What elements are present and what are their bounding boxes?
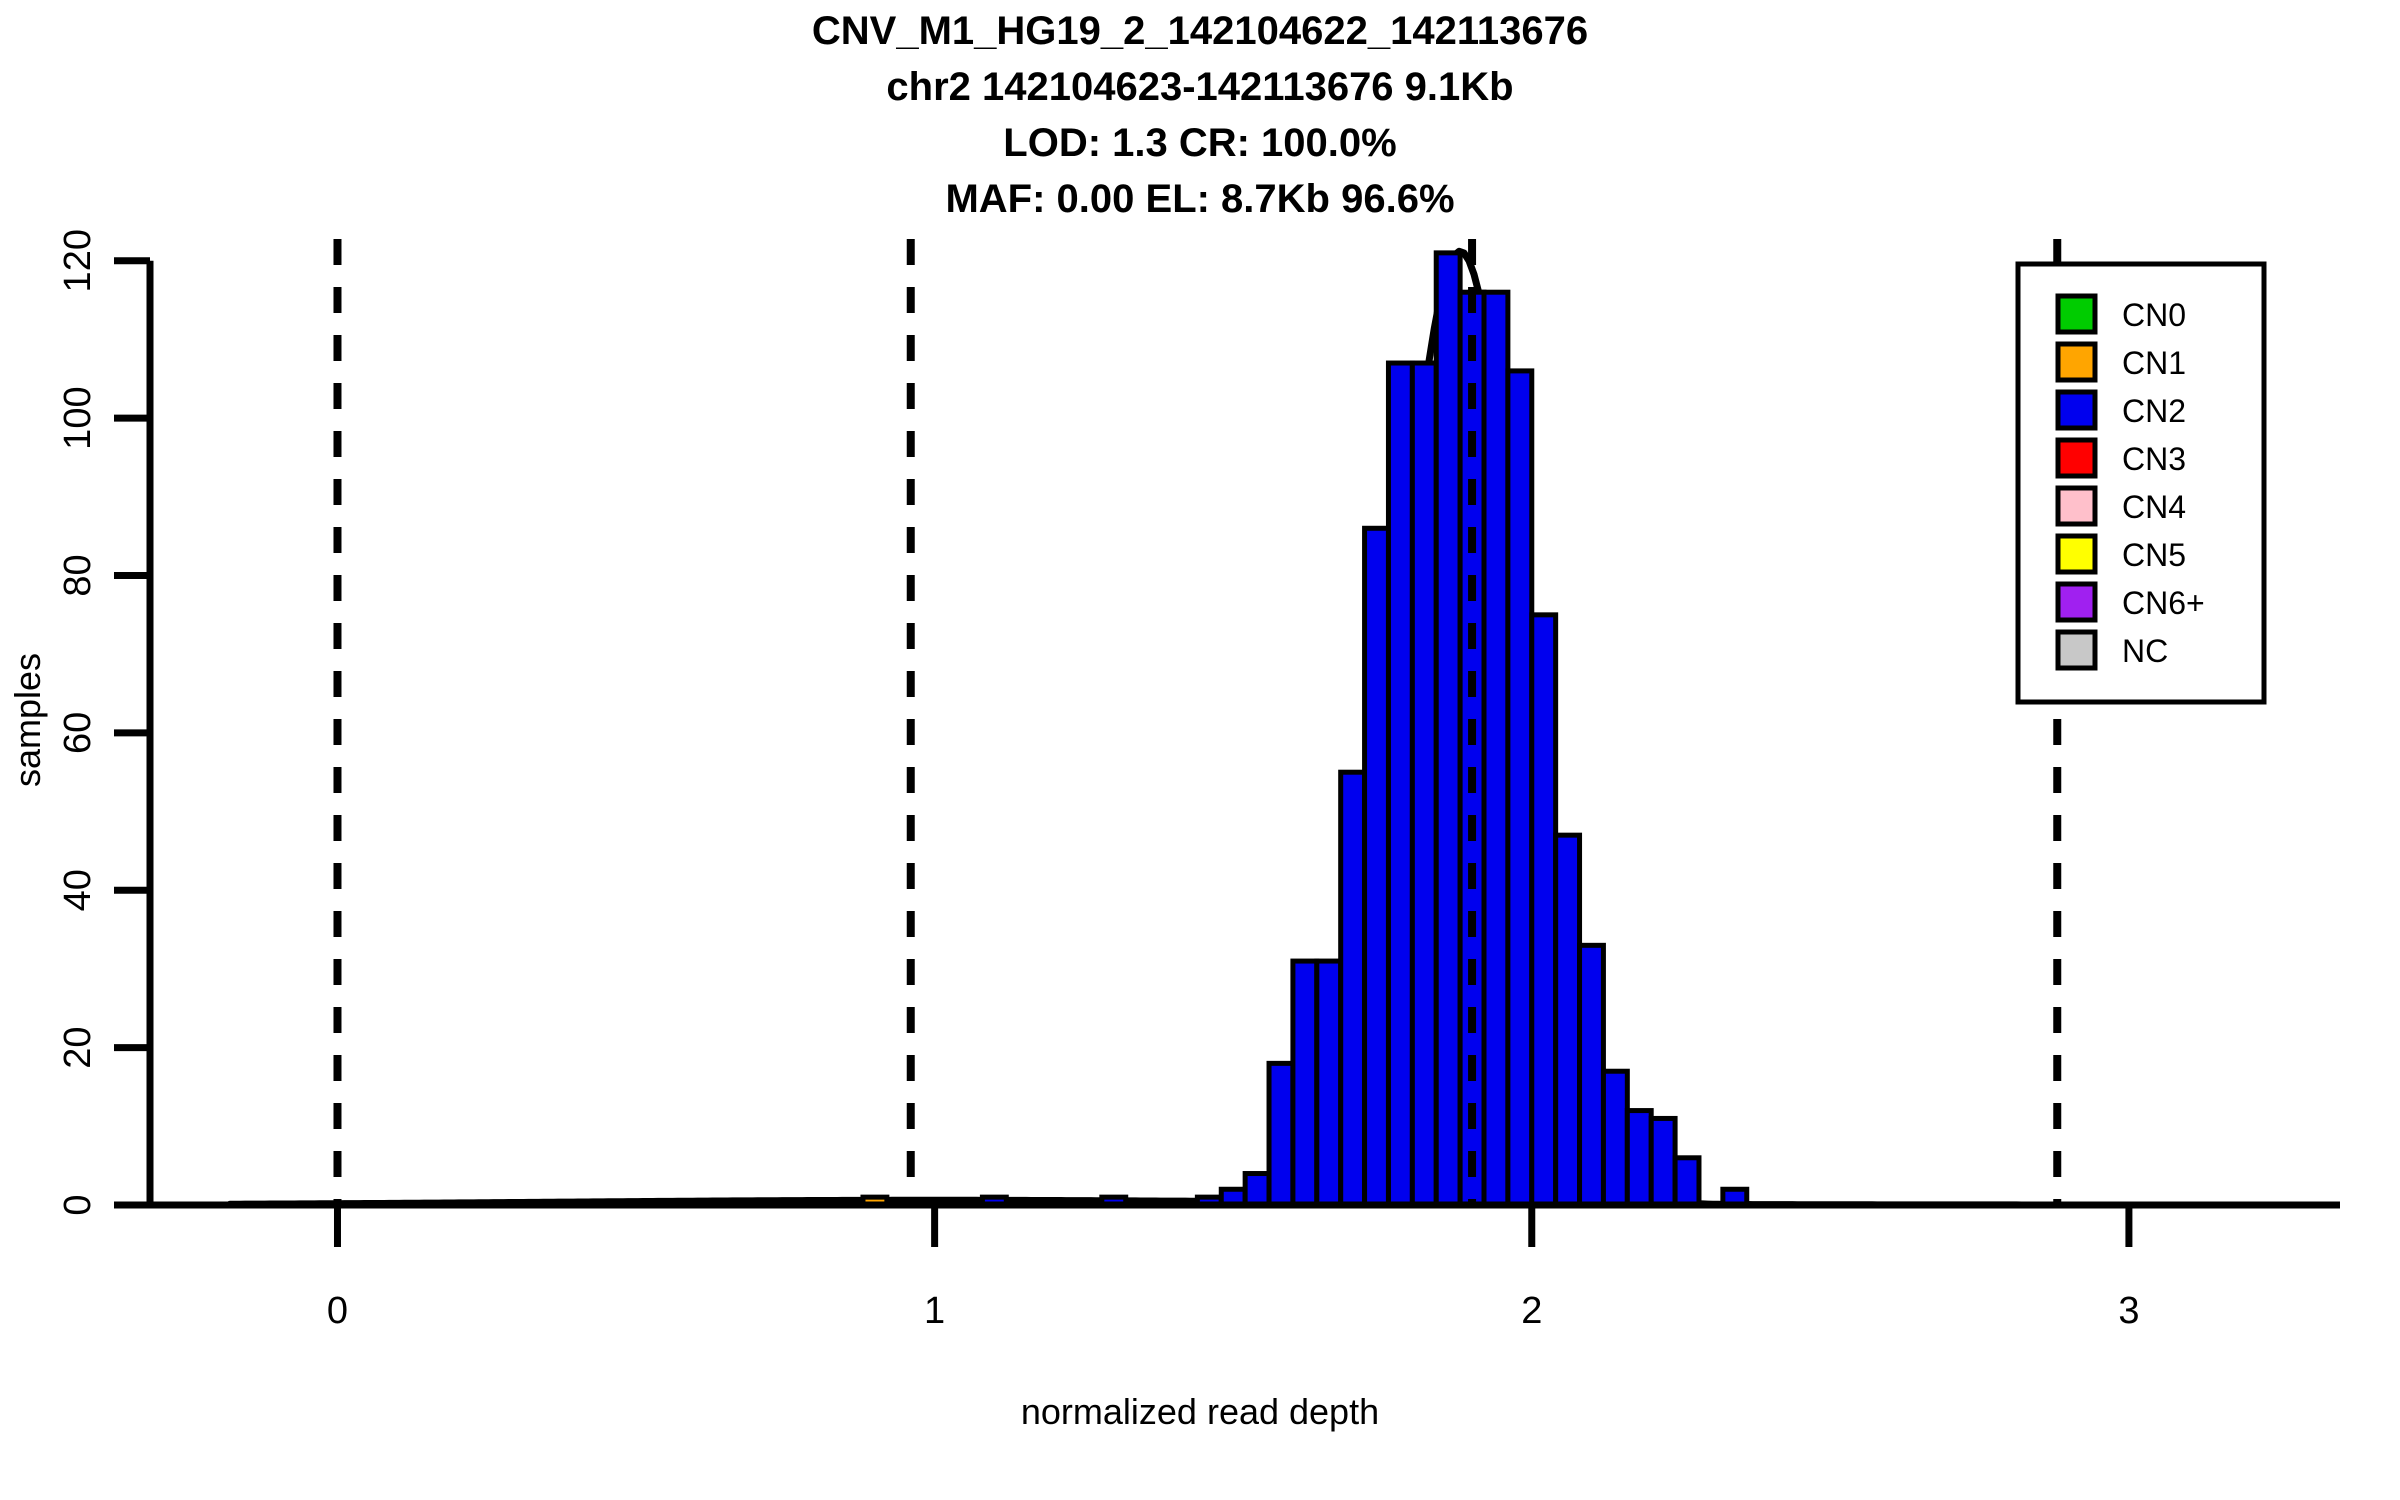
legend-swatch-cn0: [2055, 293, 2098, 335]
legend-swatch-cn5: [2055, 533, 2098, 575]
legend-swatch-cn6plus: [2055, 581, 2098, 623]
histogram-bar: [1553, 832, 1583, 1208]
histogram-bar: [1577, 942, 1606, 1208]
legend-label-cn0: CN0: [2122, 297, 2186, 333]
histogram-bar: [1433, 250, 1463, 1208]
y-axis-tick-label: 100: [57, 386, 99, 449]
histogram-bar: [1648, 1115, 1678, 1208]
y-axis-tick-label: 0: [57, 1194, 99, 1215]
legend-swatch-cn3: [2055, 437, 2098, 479]
histogram-bar: [1672, 1155, 1702, 1208]
legend-label-cn3: CN3: [2122, 441, 2186, 477]
legend-swatch-cn1: [2055, 341, 2098, 383]
chart-title-line-4: MAF: 0.00 EL: 8.7Kb 96.6%: [945, 177, 1454, 221]
x-axis-tick-label: 3: [2118, 1290, 2139, 1332]
legend-box: [2015, 261, 2267, 705]
legend-label-cn5: CN5: [2122, 537, 2186, 573]
x-axis-label: normalized read depth: [1021, 1391, 1379, 1432]
histogram-bar: [1242, 1171, 1272, 1208]
histogram-bar: [1481, 289, 1511, 1208]
histogram-bar: [1362, 525, 1391, 1208]
y-axis-tick-label: 120: [57, 229, 99, 292]
chart-title-line-2: chr2 142104623-142113676 9.1Kb: [886, 65, 1513, 109]
histogram-bar: [1290, 958, 1320, 1208]
histogram-bar: [1385, 360, 1415, 1208]
histogram-bar: [1314, 958, 1344, 1208]
y-axis-tick-label: 80: [57, 554, 99, 596]
histogram-bar: [1529, 612, 1559, 1208]
histogram-bar: [1266, 1060, 1296, 1208]
histogram-bar: [1505, 368, 1535, 1208]
legend-label-cn6plus: CN6+: [2122, 585, 2205, 621]
histogram-bars: [860, 250, 1750, 1208]
y-axis-tick-label: 40: [57, 869, 99, 911]
legend-label-cn4: CN4: [2122, 489, 2186, 525]
histogram-bar: [1600, 1068, 1630, 1208]
legend-label-cn2: CN2: [2122, 393, 2186, 429]
legend-swatch-nc: [2055, 629, 2098, 671]
y-axis-tick-label: 60: [57, 712, 99, 754]
y-axis-label: samples: [7, 653, 48, 787]
x-axis-tick-label: 2: [1521, 1290, 1542, 1332]
legend-label-cn1: CN1: [2122, 345, 2186, 381]
histogram-bar: [1409, 360, 1439, 1208]
legend-swatch-cn4: [2055, 485, 2098, 527]
chart-title-line-3: LOD: 1.3 CR: 100.0%: [1003, 121, 1396, 165]
legend-label-nc: NC: [2122, 633, 2168, 669]
chart-title-line-1: CNV_M1_HG19_2_142104622_142113676: [812, 9, 1588, 53]
histogram-bar: [1624, 1108, 1654, 1208]
legend-swatch-cn2: [2055, 389, 2098, 431]
y-axis-tick-label: 20: [57, 1026, 99, 1068]
x-axis-tick-label: 0: [327, 1290, 348, 1332]
x-axis-tick-label: 1: [924, 1290, 945, 1332]
histogram-bar: [1338, 769, 1368, 1208]
